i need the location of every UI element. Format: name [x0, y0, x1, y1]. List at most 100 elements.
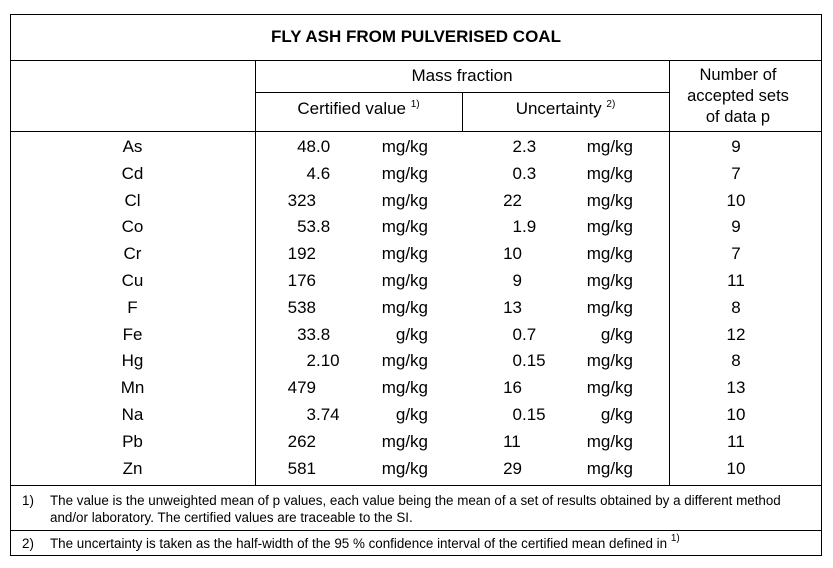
uncertainty-value: 22 — [503, 190, 523, 210]
unit: mg/kg — [586, 190, 633, 210]
unit: g/kg — [600, 324, 633, 344]
unit: mg/kg — [586, 351, 633, 371]
element: Mn — [120, 378, 145, 398]
certified-value: 53.8 — [297, 217, 331, 237]
certified-value: 33.8 — [297, 324, 331, 344]
sets-count: 10 — [726, 405, 746, 424]
element: Cr — [123, 244, 142, 264]
unit: mg/kg — [586, 378, 633, 398]
uncertainty-value: 13 — [503, 297, 523, 317]
sets-header: Number of accepted sets of data p — [687, 66, 789, 126]
certified-value: 3.74 — [306, 405, 340, 424]
footnote-marker: 1) — [22, 493, 34, 508]
unit: mg/kg — [586, 244, 633, 264]
unit: mg/kg — [381, 351, 428, 371]
unit: mg/kg — [381, 190, 428, 210]
rule — [669, 60, 670, 485]
border — [10, 14, 11, 556]
sets-count: 7 — [731, 244, 741, 264]
unit: mg/kg — [381, 137, 428, 156]
certified-value: 479 — [287, 378, 317, 398]
sets-count: 11 — [727, 271, 745, 290]
rule — [10, 60, 822, 61]
uncertainty-label: Uncertainty — [515, 99, 602, 118]
unit: mg/kg — [586, 297, 633, 317]
rule — [255, 60, 256, 485]
unit: g/kg — [395, 324, 428, 344]
uncertainty-header: Uncertainty 2) — [462, 99, 669, 119]
sets-count: 10 — [726, 458, 746, 478]
uncertainty-value: 29 — [503, 458, 523, 478]
border — [821, 14, 822, 556]
element: Pb — [122, 431, 143, 451]
certified-label: Certified value — [297, 99, 407, 118]
sets-count: 7 — [731, 163, 741, 183]
unit: g/kg — [600, 405, 633, 424]
note-ref: 1) — [670, 533, 680, 544]
element: F — [127, 297, 138, 317]
element: Cu — [121, 271, 144, 290]
unit: mg/kg — [381, 378, 428, 398]
unit: mg/kg — [381, 271, 428, 290]
rule — [10, 131, 822, 132]
certified-value: 323 — [287, 190, 317, 210]
note-ref: 2) — [606, 99, 616, 110]
element: Zn — [122, 458, 143, 478]
sets-count: 9 — [731, 137, 741, 156]
unit: mg/kg — [586, 163, 633, 183]
border — [10, 14, 822, 15]
certified-value: 4.6 — [306, 163, 331, 183]
element: Na — [121, 405, 144, 424]
rule — [10, 530, 822, 531]
certified-header: Certified value 1) — [255, 99, 462, 119]
uncertainty-value: 0.3 — [512, 163, 537, 183]
sets-count: 9 — [731, 217, 741, 237]
uncertainty-value: 2.3 — [512, 137, 537, 156]
unit: g/kg — [395, 405, 428, 424]
certified-value: 581 — [287, 458, 317, 478]
unit: mg/kg — [586, 271, 633, 290]
uncertainty-value: 16 — [503, 378, 523, 398]
element: As — [122, 137, 143, 156]
unit: mg/kg — [381, 163, 428, 183]
border — [10, 555, 822, 556]
sets-count: 11 — [727, 431, 745, 451]
uncertainty-value: 9 — [512, 271, 523, 290]
note-ref: 1) — [410, 99, 420, 110]
sets-count: 8 — [731, 351, 741, 371]
sets-count: 8 — [731, 297, 741, 317]
element: Hg — [121, 351, 144, 371]
uncertainty-value: 10 — [503, 244, 523, 264]
sets-count: 10 — [726, 190, 746, 210]
unit: mg/kg — [381, 431, 428, 451]
certified-value: 48.0 — [297, 137, 331, 156]
footnote-body: The uncertainty is taken as the half-wid… — [50, 536, 668, 551]
unit: mg/kg — [586, 137, 633, 156]
certified-value: 262 — [287, 431, 317, 451]
unit: mg/kg — [586, 431, 633, 451]
unit: mg/kg — [381, 458, 428, 478]
uncertainty-value: 0.7 — [512, 324, 537, 344]
uncertainty-value: 0.15 — [512, 405, 546, 424]
certified-value: 192 — [287, 244, 317, 264]
unit: mg/kg — [381, 244, 428, 264]
element: Fe — [122, 324, 143, 344]
rule — [10, 485, 822, 486]
unit: mg/kg — [586, 458, 633, 478]
element: Cd — [121, 163, 144, 183]
certified-value: 176 — [287, 271, 317, 290]
sets-count: 13 — [726, 378, 746, 398]
rule — [462, 92, 463, 131]
unit: mg/kg — [381, 217, 428, 237]
unit: mg/kg — [586, 217, 633, 237]
element: Co — [121, 217, 144, 237]
footnote-text: The value is the unweighted mean of p va… — [50, 493, 781, 525]
mass-fraction-header: Mass fraction — [411, 66, 513, 85]
unit: mg/kg — [381, 297, 428, 317]
uncertainty-value: 1.9 — [512, 217, 537, 237]
footnote-text: The uncertainty is taken as the half-wid… — [50, 533, 815, 552]
certified-value: 538 — [287, 297, 317, 317]
title: FLY ASH FROM PULVERISED COAL — [271, 27, 561, 46]
footnote-marker: 2) — [22, 536, 34, 551]
